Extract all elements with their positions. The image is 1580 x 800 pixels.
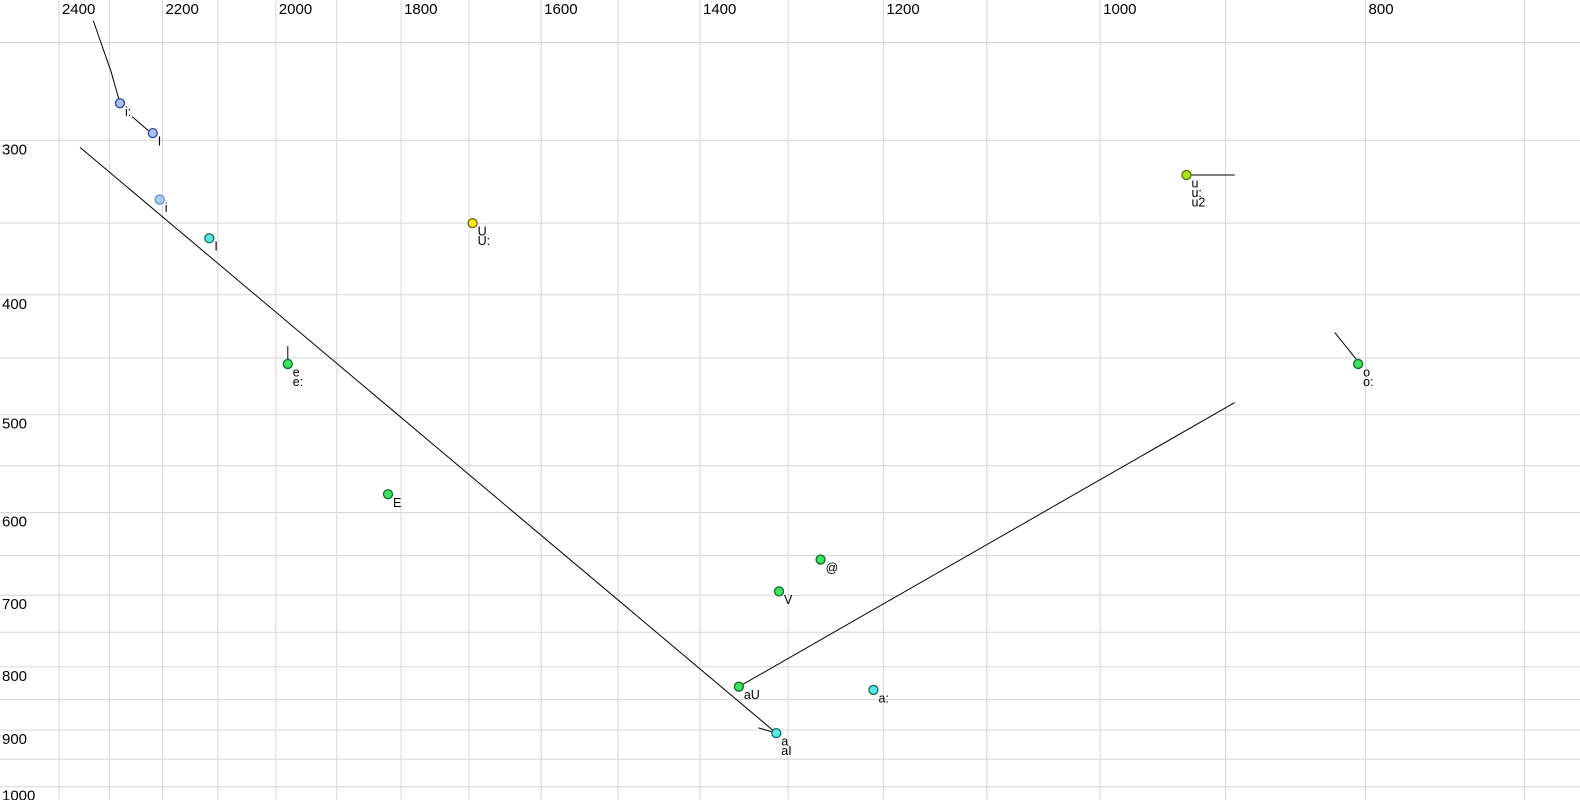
connector-line-front-diagonal: [79, 147, 777, 734]
x-axis-tick-label: 2200: [165, 1, 198, 18]
x-axis-tick-label: 2400: [62, 1, 95, 18]
vowel-point[interactable]: [773, 586, 785, 597]
vowel-point[interactable]: [771, 727, 782, 739]
vowel-point-label: U: [478, 225, 487, 239]
vowel-point[interactable]: [114, 98, 126, 109]
x-axis-tick-label: 1200: [886, 1, 919, 18]
x-axis-tick-label: 1000: [1103, 1, 1136, 18]
vowel-point-label: U:: [478, 234, 491, 248]
vowel-point[interactable]: [733, 681, 744, 692]
connector-line-into-o: [1334, 332, 1359, 362]
vowel-point-label: o: [1363, 365, 1370, 379]
vowel-point-label: u: [1191, 176, 1198, 190]
vowel-point-label: V: [784, 593, 793, 607]
vowel-point[interactable]: [815, 554, 826, 565]
vowel-point-label: aI: [781, 744, 791, 758]
x-axis-tick-label: 800: [1369, 1, 1394, 18]
vowel-point-label: I: [158, 135, 161, 149]
y-axis-tick-label: 700: [2, 596, 27, 613]
vowel-point[interactable]: [147, 127, 158, 139]
vowel-point[interactable]: [154, 194, 165, 205]
vowel-point-label: i: [165, 201, 168, 215]
y-axis-tick-label: 500: [2, 416, 27, 433]
y-axis-tick-label: 300: [2, 141, 27, 158]
vowel-point[interactable]: [467, 217, 478, 229]
vowel-point-label: u2: [1191, 195, 1205, 209]
vowel-point-label: i:: [125, 105, 131, 119]
vowel-point[interactable]: [282, 358, 293, 370]
vowel-point-label: o:: [1363, 375, 1373, 389]
x-axis-tick-label: 1600: [544, 1, 577, 18]
vowel-point-label: e:: [293, 375, 303, 389]
connector-line-i-long-to-I: [131, 116, 150, 132]
x-axis-tick-label: 2000: [279, 1, 312, 18]
y-axis-tick-label: 600: [2, 513, 27, 530]
vowel-point[interactable]: [1181, 169, 1192, 181]
x-axis-tick-label: 1800: [404, 1, 437, 18]
vowel-point-label: a: [781, 735, 788, 749]
vowel-point-label: E: [393, 496, 401, 510]
vowel-point-label: aU: [744, 688, 760, 702]
vowel-point[interactable]: [382, 489, 394, 500]
vowel-point-label: e: [293, 365, 300, 379]
y-axis-tick-label: 900: [2, 731, 27, 748]
y-axis-tick-label: 800: [2, 668, 27, 685]
connector-line-into-i-long: [92, 20, 121, 104]
connector-line-back-diagonal: [738, 402, 1235, 688]
vowel-point-label: @: [826, 561, 839, 575]
vowel-point[interactable]: [1352, 358, 1364, 370]
vowel-point[interactable]: [868, 684, 879, 696]
vowel-point-label: I: [214, 240, 217, 254]
y-axis-tick-label: 1000: [2, 788, 35, 800]
vowel-point-label: u:: [1191, 186, 1201, 200]
vowel-point[interactable]: [204, 233, 215, 244]
y-axis-tick-label: 400: [2, 296, 27, 313]
x-axis-tick-label: 1400: [703, 1, 736, 18]
vowel-point-label: a:: [878, 691, 888, 705]
